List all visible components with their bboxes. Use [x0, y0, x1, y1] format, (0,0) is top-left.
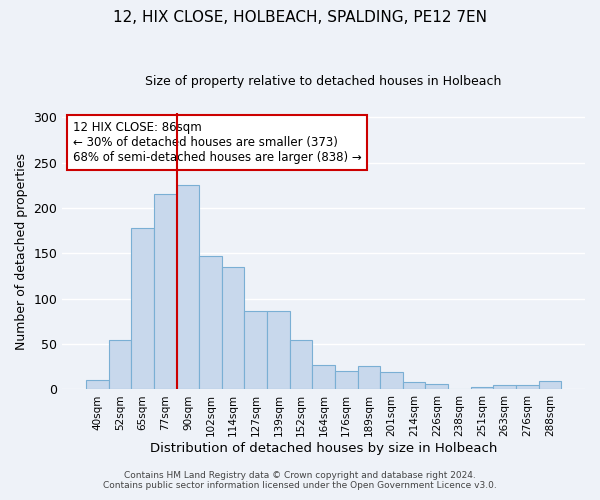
Bar — [313, 365, 335, 390]
Bar — [267, 312, 290, 390]
Bar — [199, 256, 222, 390]
Bar — [493, 385, 516, 390]
Bar — [244, 312, 267, 390]
Bar — [290, 340, 313, 390]
Text: Contains HM Land Registry data © Crown copyright and database right 2024.
Contai: Contains HM Land Registry data © Crown c… — [103, 470, 497, 490]
Bar — [358, 366, 380, 390]
Bar — [109, 340, 131, 390]
Text: 12, HIX CLOSE, HOLBEACH, SPALDING, PE12 7EN: 12, HIX CLOSE, HOLBEACH, SPALDING, PE12 … — [113, 10, 487, 25]
Bar — [380, 372, 403, 390]
Bar — [176, 186, 199, 390]
Bar — [403, 382, 425, 390]
Bar — [86, 380, 109, 390]
X-axis label: Distribution of detached houses by size in Holbeach: Distribution of detached houses by size … — [150, 442, 497, 455]
Bar — [335, 372, 358, 390]
Y-axis label: Number of detached properties: Number of detached properties — [15, 152, 28, 350]
Bar — [154, 194, 176, 390]
Bar — [222, 267, 244, 390]
Text: 12 HIX CLOSE: 86sqm
← 30% of detached houses are smaller (373)
68% of semi-detac: 12 HIX CLOSE: 86sqm ← 30% of detached ho… — [73, 121, 361, 164]
Bar — [539, 382, 561, 390]
Bar — [131, 228, 154, 390]
Title: Size of property relative to detached houses in Holbeach: Size of property relative to detached ho… — [145, 75, 502, 88]
Bar — [516, 385, 539, 390]
Bar — [425, 384, 448, 390]
Bar — [471, 386, 493, 390]
